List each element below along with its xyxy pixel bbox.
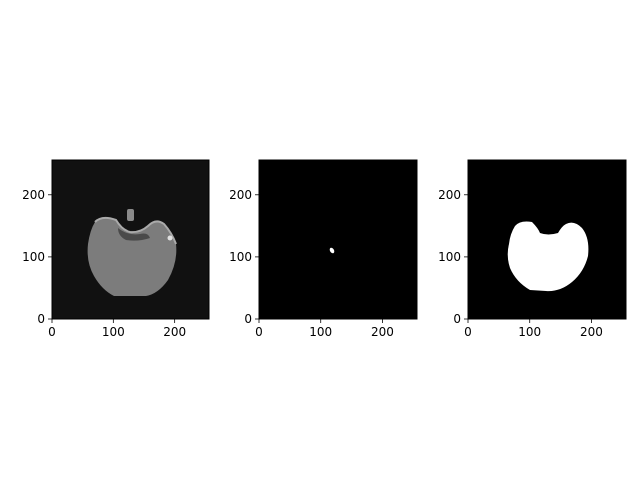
- panel-brain-mask: [468, 160, 626, 319]
- x-tick-label: 200: [163, 325, 186, 339]
- brain-mask-shape: [507, 221, 589, 292]
- axes-frame: [51, 159, 210, 320]
- axes-frame: [467, 159, 627, 320]
- axes-layer: 0010010020020000100100200200001001002002…: [22, 159, 627, 339]
- x-tick-label: 100: [518, 325, 541, 339]
- x-tick-label: 0: [464, 325, 472, 339]
- y-tick-label: 0: [453, 312, 461, 326]
- bright-spot: [167, 235, 173, 241]
- x-tick-label: 0: [255, 325, 263, 339]
- x-tick-label: 100: [102, 325, 125, 339]
- y-tick-label: 100: [229, 250, 252, 264]
- y-tick-label: 200: [229, 188, 252, 202]
- panel-lesion-background: [259, 160, 417, 319]
- axes-brain-mask: 00 100 100 200 200: [438, 159, 627, 339]
- axes-frame: [258, 159, 418, 320]
- x-tick-label: 0: [48, 325, 56, 339]
- x-tick-label: 100: [309, 325, 332, 339]
- x-tick-label: 200: [371, 325, 394, 339]
- brain-inner-shading: [118, 228, 150, 241]
- y-tick-label: 200: [438, 188, 461, 202]
- y-tick-label: 200: [22, 188, 45, 202]
- y-tick-label: 0: [37, 312, 45, 326]
- y-tick-label: 100: [438, 250, 461, 264]
- panel-lesion-mask: [259, 160, 417, 319]
- axes-lesion-mask: 00 100 100 200 200: [229, 159, 418, 339]
- brainstem-spot: [127, 209, 134, 221]
- panel-image: [52, 160, 209, 319]
- axes-image: 00 100 100 200 200: [22, 159, 210, 339]
- x-tick-label: 200: [580, 325, 603, 339]
- brain-edge-highlight: [94, 216, 177, 245]
- y-tick-label: 0: [244, 312, 252, 326]
- brain-tissue: [87, 217, 177, 296]
- lesion-spot: [329, 247, 335, 254]
- y-tick-label: 100: [22, 250, 45, 264]
